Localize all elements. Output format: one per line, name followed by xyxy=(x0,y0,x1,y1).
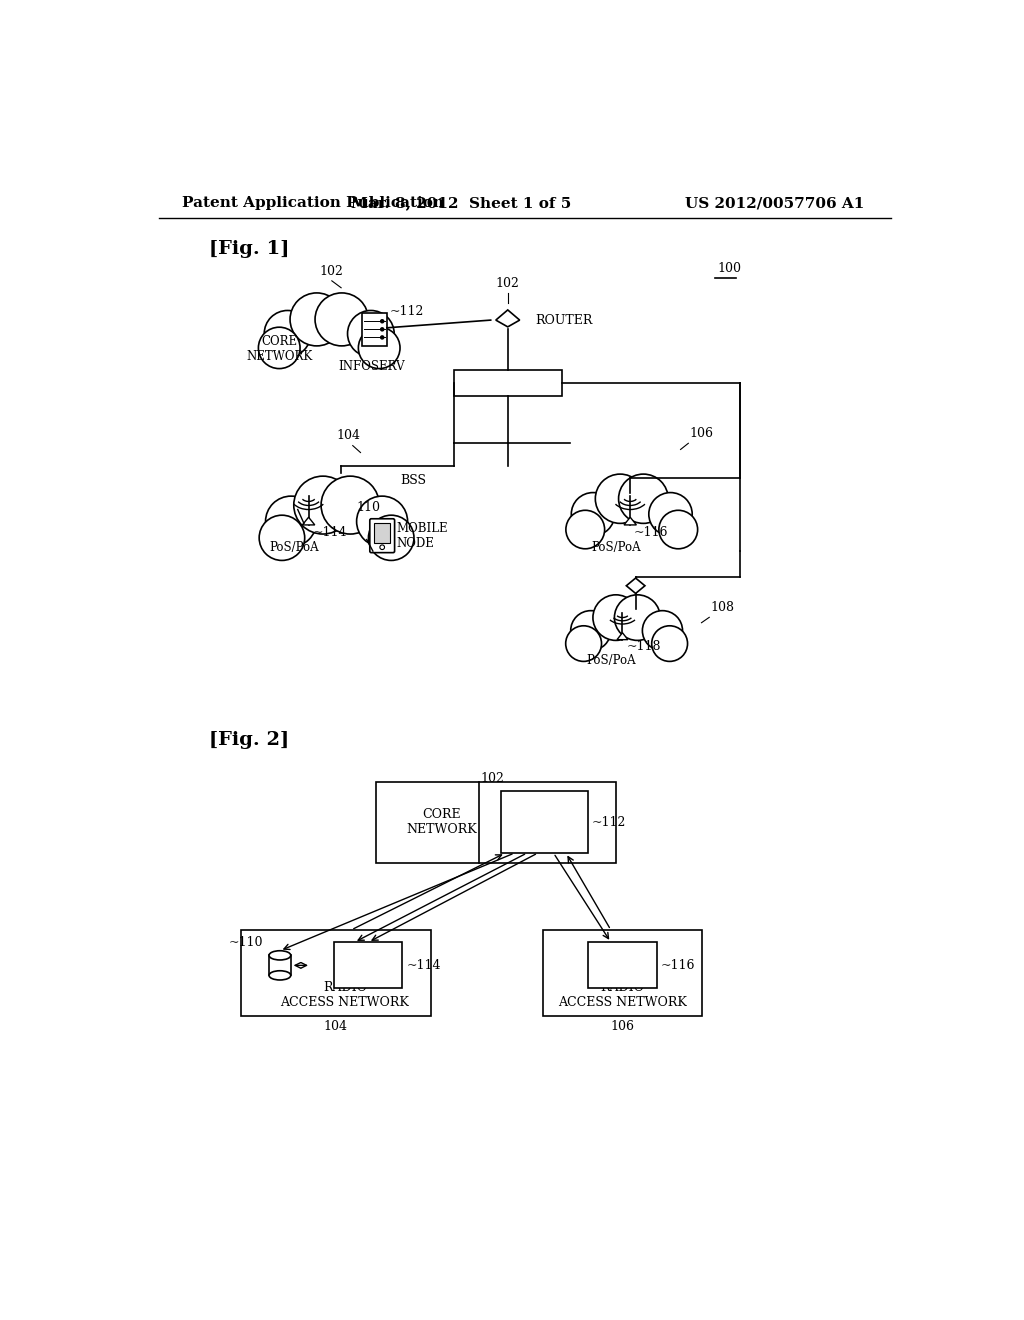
Text: MN: MN xyxy=(269,961,291,970)
Text: BACKBONE: BACKBONE xyxy=(464,376,552,389)
Text: RADIO
ACCESS NETWORK: RADIO ACCESS NETWORK xyxy=(281,981,410,1008)
Text: CORE
NETWORK: CORE NETWORK xyxy=(246,335,312,363)
Text: PRIMARY
PoS 2: PRIMARY PoS 2 xyxy=(591,952,653,979)
Text: INFOSERV: INFOSERV xyxy=(339,360,406,372)
Text: 106: 106 xyxy=(690,428,714,440)
Text: ~118: ~118 xyxy=(627,640,660,652)
Text: ROUTER: ROUTER xyxy=(535,314,592,326)
Text: 104: 104 xyxy=(337,429,360,442)
Circle shape xyxy=(658,511,697,549)
Text: US 2012/0057706 A1: US 2012/0057706 A1 xyxy=(685,197,864,210)
Circle shape xyxy=(258,327,300,368)
Text: [Fig. 2]: [Fig. 2] xyxy=(209,731,290,748)
Ellipse shape xyxy=(584,618,677,664)
Text: [Fig. 1]: [Fig. 1] xyxy=(209,240,290,259)
Ellipse shape xyxy=(586,499,686,554)
FancyBboxPatch shape xyxy=(241,929,431,1016)
Polygon shape xyxy=(627,578,645,594)
Circle shape xyxy=(651,626,687,661)
Ellipse shape xyxy=(269,970,291,979)
Text: PoS/PoA: PoS/PoA xyxy=(269,541,319,554)
Polygon shape xyxy=(496,310,520,327)
Circle shape xyxy=(294,477,352,535)
Circle shape xyxy=(614,595,660,640)
Circle shape xyxy=(347,310,394,356)
Circle shape xyxy=(356,496,408,546)
Text: 110: 110 xyxy=(356,502,381,513)
Text: ~110: ~110 xyxy=(228,936,263,949)
FancyBboxPatch shape xyxy=(334,942,402,989)
Text: Patent Application Publication: Patent Application Publication xyxy=(182,197,444,210)
Text: ~112: ~112 xyxy=(592,816,626,829)
Text: 100: 100 xyxy=(717,263,741,276)
Text: ~116: ~116 xyxy=(660,958,695,972)
Ellipse shape xyxy=(282,506,400,564)
Circle shape xyxy=(322,477,379,535)
Circle shape xyxy=(566,511,604,549)
Circle shape xyxy=(259,515,305,561)
Polygon shape xyxy=(617,632,628,640)
FancyBboxPatch shape xyxy=(375,524,390,544)
Text: MOBILE
NODE: MOBILE NODE xyxy=(396,521,447,549)
Text: PoS/PoA: PoS/PoA xyxy=(592,541,641,554)
Circle shape xyxy=(369,515,414,561)
FancyBboxPatch shape xyxy=(454,370,562,396)
FancyBboxPatch shape xyxy=(501,792,588,853)
Text: CORE
NETWORK: CORE NETWORK xyxy=(407,808,477,836)
Text: ~116: ~116 xyxy=(634,525,669,539)
Text: 102: 102 xyxy=(480,772,504,785)
Text: 108: 108 xyxy=(711,601,735,614)
Circle shape xyxy=(264,310,311,356)
Circle shape xyxy=(381,327,384,331)
Circle shape xyxy=(380,545,385,549)
FancyBboxPatch shape xyxy=(376,781,616,862)
Text: 106: 106 xyxy=(610,1020,635,1034)
Ellipse shape xyxy=(280,319,387,371)
Text: PoS/PoA: PoS/PoA xyxy=(586,653,636,667)
Circle shape xyxy=(290,293,343,346)
Text: BSS: BSS xyxy=(400,474,426,487)
Circle shape xyxy=(565,626,601,661)
Circle shape xyxy=(593,595,639,640)
Circle shape xyxy=(595,474,645,524)
Text: 102: 102 xyxy=(319,265,344,279)
Text: Mar. 8, 2012  Sheet 1 of 5: Mar. 8, 2012 Sheet 1 of 5 xyxy=(351,197,571,210)
Text: PRIMARY
PoS 1: PRIMARY PoS 1 xyxy=(337,952,399,979)
Text: ~114: ~114 xyxy=(312,525,347,539)
Circle shape xyxy=(358,327,400,368)
Text: ~112: ~112 xyxy=(389,305,424,318)
Circle shape xyxy=(265,496,316,546)
FancyBboxPatch shape xyxy=(362,313,387,346)
Circle shape xyxy=(315,293,369,346)
Polygon shape xyxy=(269,956,291,975)
Circle shape xyxy=(570,611,611,651)
Circle shape xyxy=(381,319,384,323)
Circle shape xyxy=(571,492,614,536)
FancyBboxPatch shape xyxy=(543,929,701,1016)
Circle shape xyxy=(649,492,692,536)
Text: RADIO
ACCESS NETWORK: RADIO ACCESS NETWORK xyxy=(558,981,687,1008)
Ellipse shape xyxy=(269,950,291,960)
Text: ~114: ~114 xyxy=(407,958,440,972)
FancyBboxPatch shape xyxy=(370,519,394,553)
Circle shape xyxy=(618,474,669,524)
FancyBboxPatch shape xyxy=(589,942,656,989)
Text: SECONDARY
PoS: SECONDARY PoS xyxy=(502,808,587,836)
Text: 102: 102 xyxy=(496,277,520,290)
Circle shape xyxy=(381,335,384,339)
Polygon shape xyxy=(302,517,314,525)
Polygon shape xyxy=(624,517,636,525)
Text: 104: 104 xyxy=(324,1020,348,1034)
Circle shape xyxy=(642,611,683,651)
